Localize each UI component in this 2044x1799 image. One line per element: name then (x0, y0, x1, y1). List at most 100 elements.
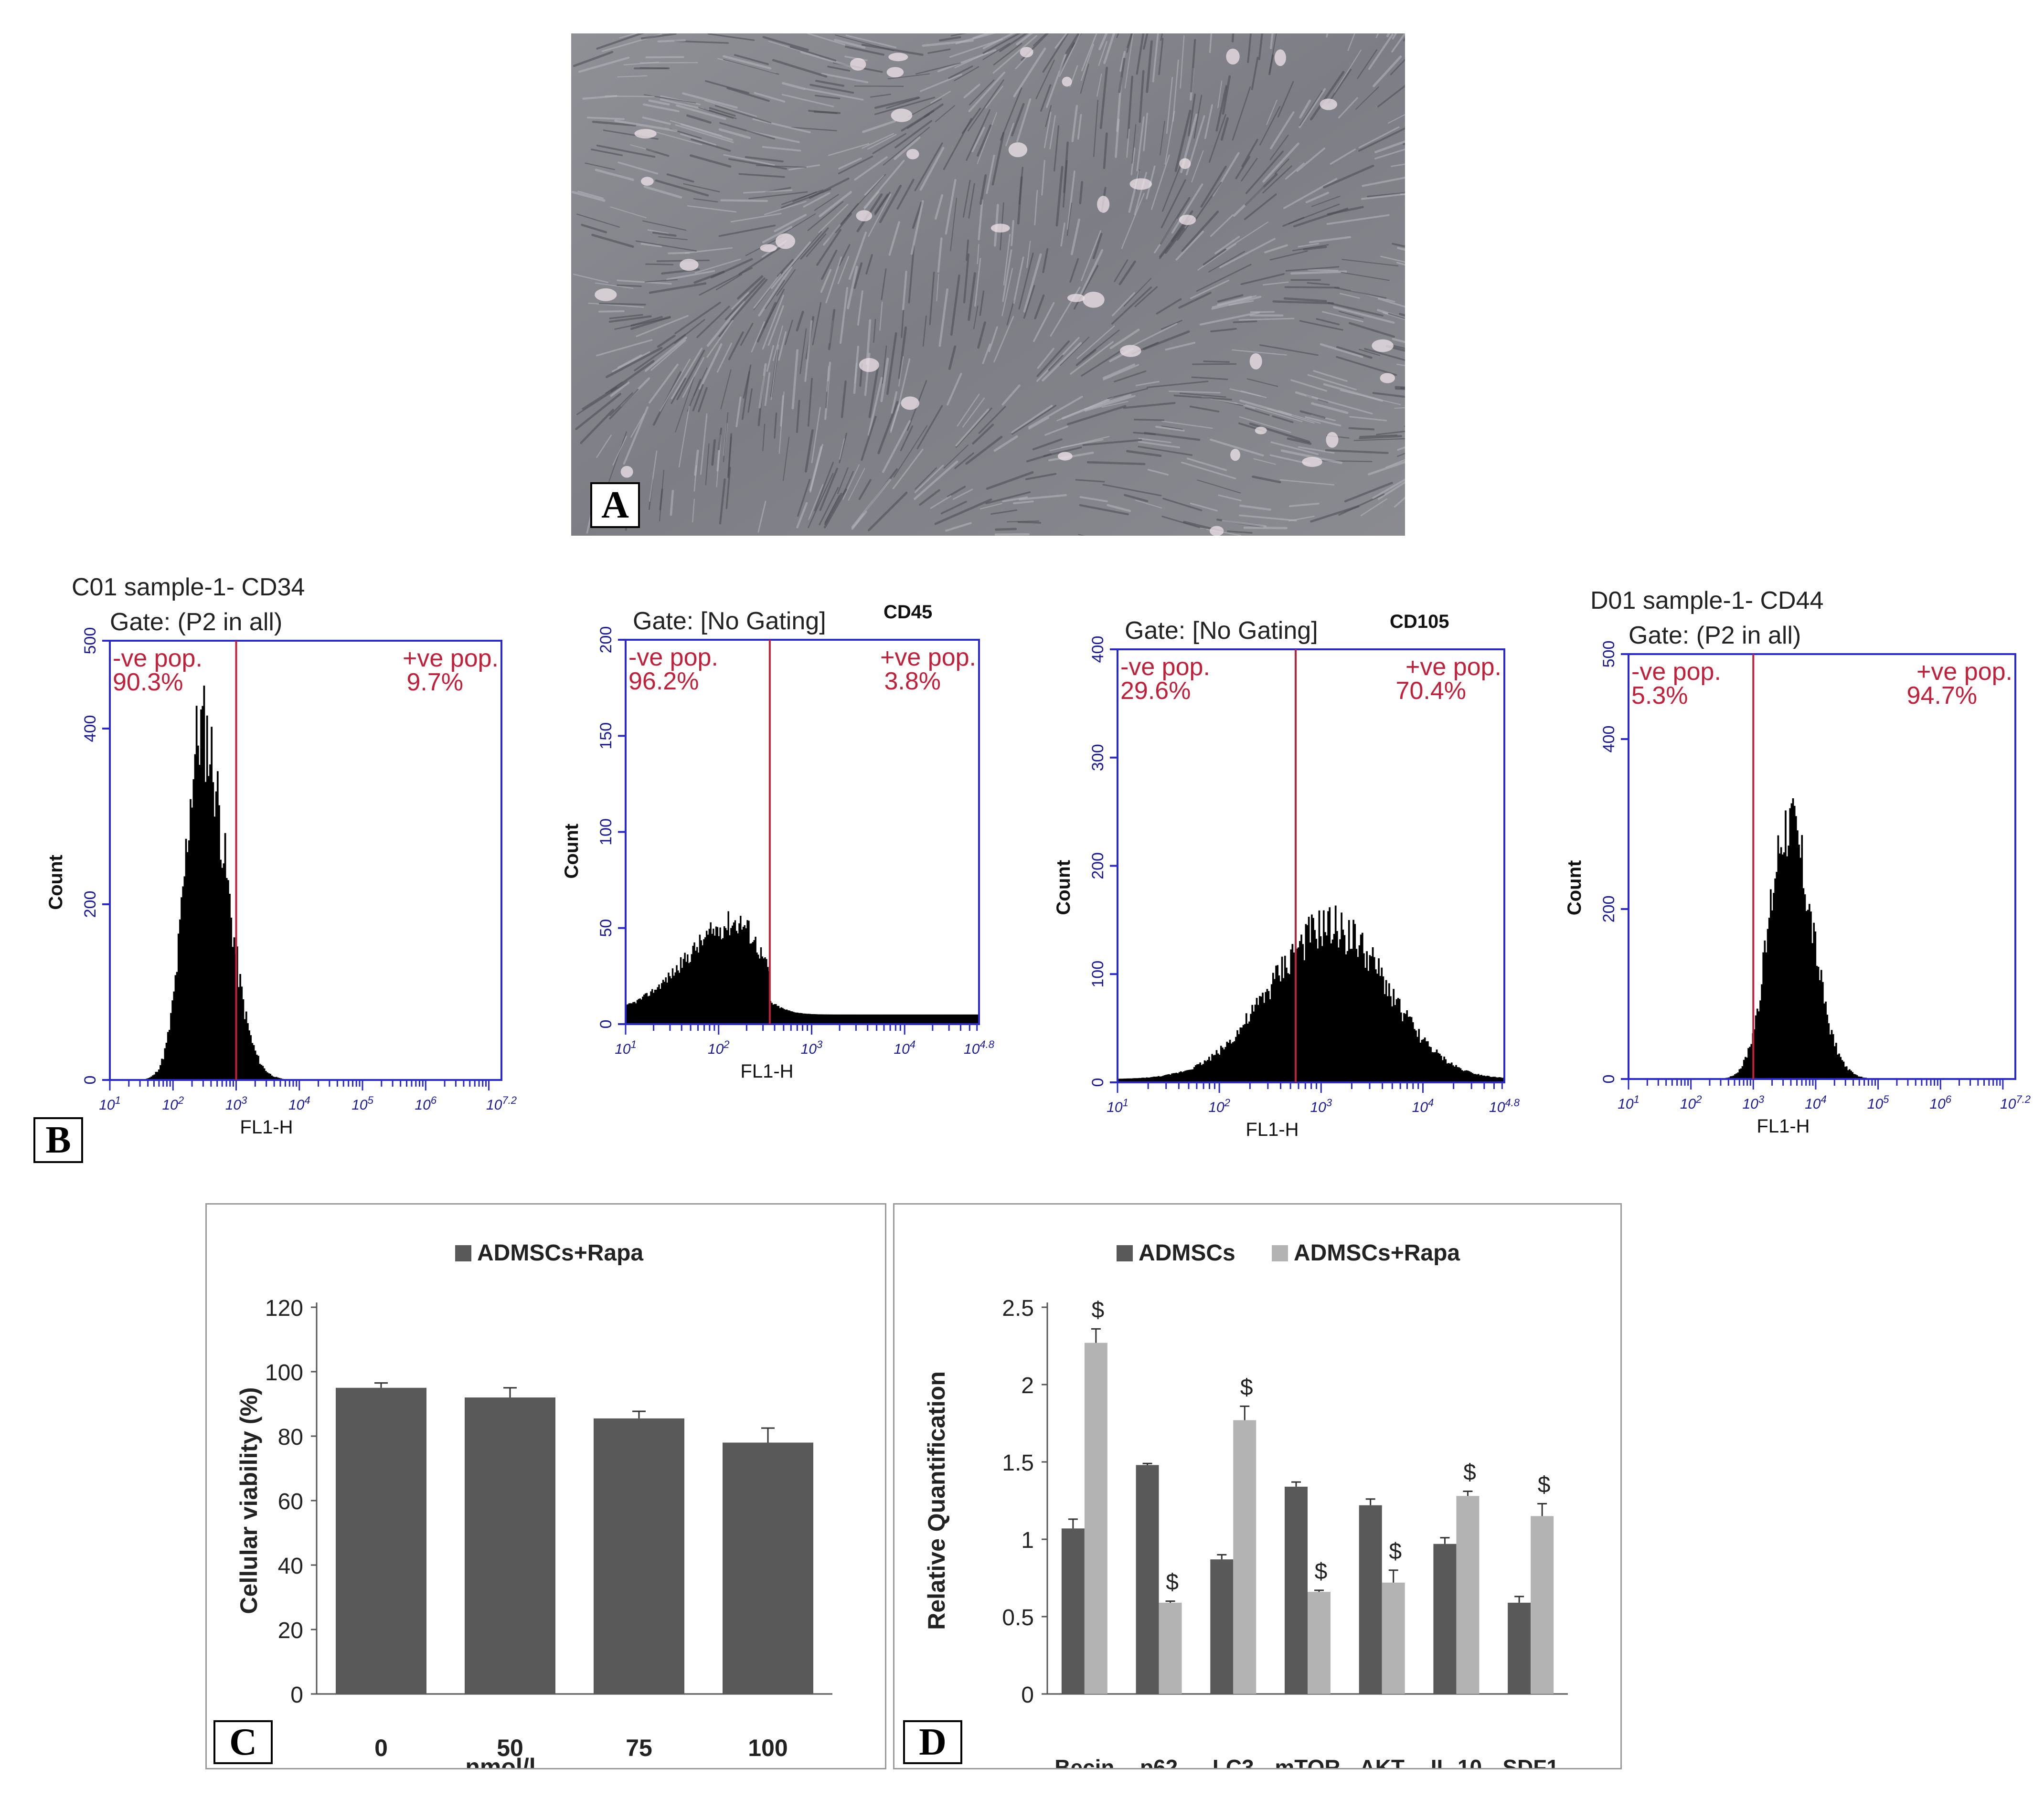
hist-bin (1210, 1060, 1212, 1082)
hist-bin (1769, 889, 1772, 1079)
hist-bin (248, 1030, 250, 1080)
hist-bin (938, 1014, 940, 1024)
hist-bin (976, 1014, 978, 1024)
hist-bin (1352, 920, 1354, 1082)
gene-expression-chart: ADMSCs ADMSCs+Rapa 0 0.5 1 1.5 2 2.5 Relative Qu… (923, 1240, 1568, 1768)
y-tick-label: 200 (1600, 896, 1618, 923)
hist-bin (819, 1014, 820, 1024)
hist-bin (1342, 930, 1344, 1082)
x-tick-label: 101 (615, 1038, 637, 1057)
hist-bin (1485, 1076, 1487, 1082)
hist-bin (1768, 918, 1770, 1079)
hist-bin (1783, 852, 1785, 1079)
hist-bin (1367, 971, 1370, 1082)
hist-bin (894, 1014, 896, 1024)
hist-bin (692, 945, 694, 1024)
hist-bin (238, 987, 240, 1080)
hist-bin (203, 685, 205, 1080)
hist-bin (1854, 1074, 1857, 1079)
hist-bin (1458, 1067, 1460, 1082)
hist-bin (777, 1005, 780, 1024)
legend-label: ADMSCs+Rapa (477, 1240, 643, 1266)
hist-bin (896, 1014, 898, 1024)
hist-bin (225, 878, 228, 1080)
hist-bin (903, 1014, 905, 1024)
hist-bin (783, 1009, 785, 1024)
hist-bin (1835, 1043, 1837, 1079)
hist-bin (1230, 1043, 1233, 1082)
hist-bin (886, 1014, 888, 1024)
hist-bin (1747, 1048, 1749, 1079)
hist-bin (727, 911, 729, 1024)
hist-bin (1407, 1016, 1410, 1082)
hist-bin (1346, 951, 1349, 1082)
hist-bin (748, 921, 750, 1024)
hist-bin (949, 1014, 951, 1024)
hist-bin (1125, 1079, 1127, 1082)
hist-bin (1189, 1069, 1191, 1082)
hist-bin (1147, 1077, 1150, 1082)
hist-bin (1743, 1059, 1745, 1079)
hist-bin (156, 1071, 159, 1080)
hist-bin (787, 1010, 789, 1024)
hist-bin (1291, 944, 1294, 1082)
bar-AKT-admscs-rapa (1382, 1582, 1405, 1694)
hist-gate-label: Gate: [No Gating] (633, 607, 826, 635)
y-axis-title: Count (45, 855, 66, 910)
bar-LC3-admscs-rapa (1233, 1420, 1256, 1694)
hist-bin (1123, 1079, 1126, 1082)
hist-distribution (626, 911, 979, 1024)
hist-bin (665, 977, 667, 1024)
hist-bin (1203, 1060, 1206, 1082)
hist-bin (935, 1014, 937, 1024)
hist-bin (695, 951, 697, 1024)
hist-bin (973, 1014, 976, 1024)
hist-bin (1341, 912, 1343, 1082)
hist-bin (1831, 1030, 1833, 1079)
hist-bin (941, 1014, 943, 1024)
hist-bin (733, 922, 735, 1024)
hist-bin (1410, 1017, 1413, 1082)
y-tick-label: 1.5 (1002, 1450, 1034, 1476)
hist-bin (1462, 1071, 1465, 1082)
hist-bin (1729, 1076, 1732, 1079)
hist-bin (1213, 1055, 1215, 1082)
hist-bin (1733, 1075, 1735, 1079)
hist-bin (191, 807, 193, 1080)
hist-bin (704, 937, 706, 1024)
hist-bin (1235, 1037, 1237, 1082)
hist-bin (975, 1014, 977, 1024)
hist-bin (1208, 1057, 1210, 1082)
hist-bin (1755, 1015, 1757, 1079)
legend-swatch (455, 1245, 471, 1261)
hist-bin (794, 1012, 796, 1024)
hist-bin (1226, 1041, 1228, 1082)
hist-bin (1177, 1073, 1179, 1082)
hist-bin (1819, 980, 1821, 1079)
flow-histogram-cd34: C01 sample-1- CD34 Gate: (P2 in all) -ve p… (45, 573, 517, 1138)
hist-bin (1263, 1003, 1266, 1082)
hist-bin (272, 1076, 275, 1080)
y-tick-label: 0 (597, 1020, 615, 1029)
hist-bin (1220, 1046, 1222, 1082)
hist-bin (676, 965, 678, 1024)
hist-bin (764, 957, 766, 1024)
hist-bin (1379, 976, 1382, 1082)
hist-bin (1459, 1068, 1462, 1082)
hist-bin (1437, 1053, 1439, 1082)
hist-bin (188, 840, 190, 1080)
hist-bin (724, 928, 727, 1024)
hist-bin (715, 926, 717, 1024)
y-tick-label: 100 (265, 1360, 303, 1386)
hist-bin (946, 1014, 948, 1024)
hist-bin (1457, 1067, 1459, 1082)
hist-bin (1443, 1056, 1445, 1082)
hist-bin (254, 1050, 256, 1080)
hist-bin (152, 1075, 154, 1080)
hist-bin (824, 1014, 826, 1024)
hist-bin (816, 1014, 818, 1024)
hist-bin (229, 893, 231, 1080)
hist-bin (1419, 1042, 1422, 1082)
hist-bin (1193, 1067, 1195, 1082)
hist-bin (1852, 1072, 1854, 1079)
